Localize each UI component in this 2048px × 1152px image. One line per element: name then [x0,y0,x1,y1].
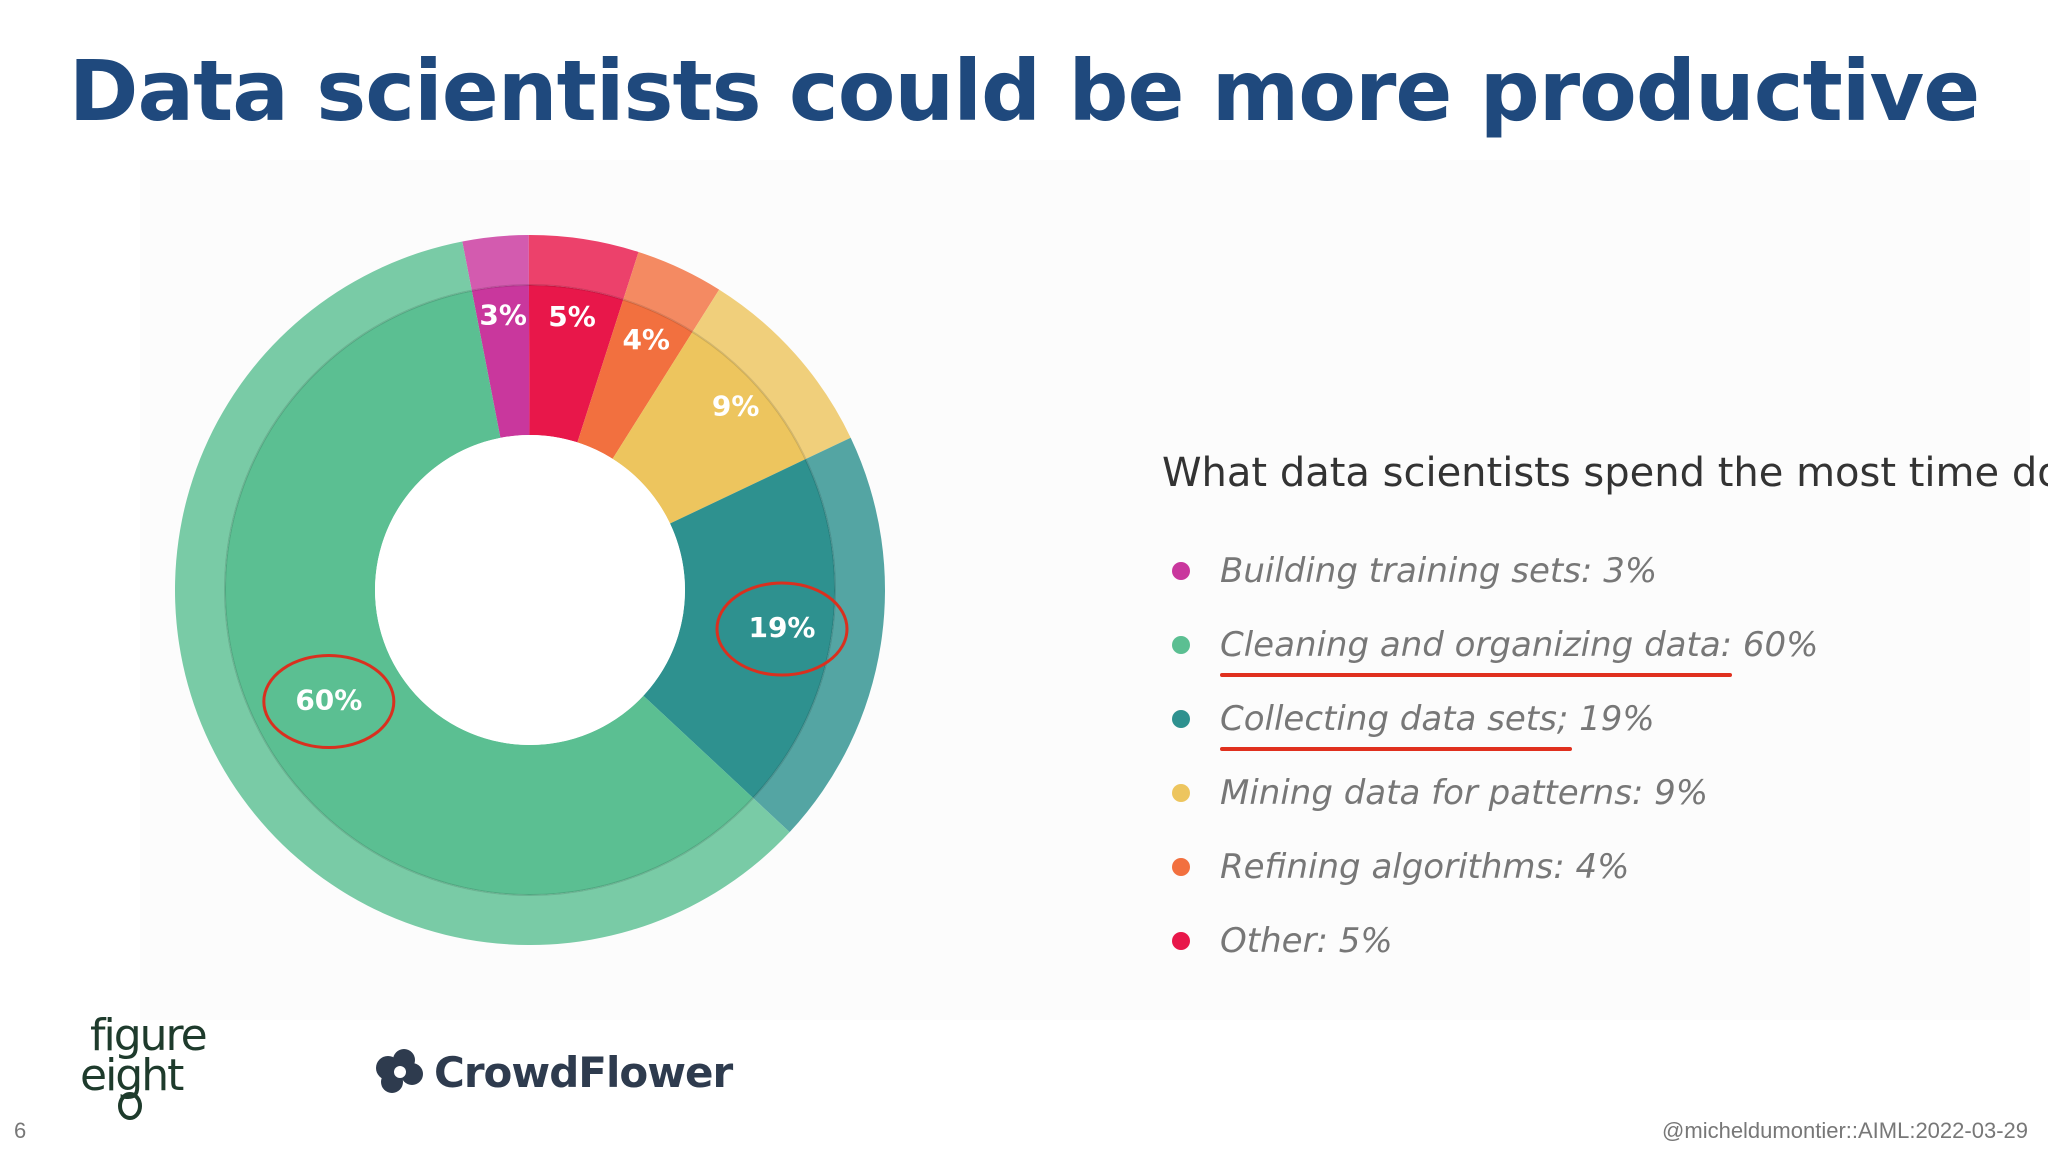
data-label: 3% [479,298,527,331]
legend-dot-icon [1172,784,1190,802]
data-label: 19% [748,611,815,644]
flower-icon [376,1049,423,1093]
slide-title: Data scientists could be more productive [68,42,1981,140]
legend-item: Refining algorithms: 4% [1162,830,2048,904]
legend-item: Building training sets: 3% [1162,534,2048,608]
legend-label: Refining algorithms: 4% [1220,847,1630,887]
figure-eight-logo: figure eight [80,1010,220,1122]
legend-item: Mining data for patterns: 9% [1162,756,2048,830]
svg-text:figure: figure [90,1012,206,1061]
donut-chart: 3% 5% 4% 9% 19% 60% [174,235,885,945]
donut-outer-ring-refining-algorithms [623,251,720,332]
crowdflower-wordmark: CrowdFlower [434,1047,733,1097]
page-number: 6 [14,1118,27,1143]
legend-label: Mining data for patterns: 9% [1220,773,1709,813]
legend-dot-icon [1172,858,1190,876]
legend-dot-icon [1172,636,1190,654]
donut-outer-ring-mining-data-for-patterns [692,289,851,460]
donut-outer-ring-collecting-data-sets [753,437,885,833]
footer-text: @micheldumontier::AIML:2022-03-29 [1662,1118,2028,1143]
donut-slice-building-training-sets [471,285,530,438]
donut-slice-mining-data-for-patterns [612,331,806,524]
legend-item: Cleaning and organizing data: 60% [1162,608,2048,682]
data-label: 4% [622,323,670,356]
legend-label: Other: 5% [1220,921,1393,961]
chart-legend: What data scientists spend the most time… [1162,450,2048,978]
legend-label: Cleaning and organizing data: 60% [1220,625,1819,677]
donut-hole [375,435,685,745]
donut-outer-ring-building-training-sets [462,235,529,291]
data-label: 9% [712,389,760,422]
data-label: 60% [295,684,362,717]
donut-outer-ring-cleaning-and-organizing-data [174,241,790,945]
donut-slice-refining-algorithms [577,299,693,459]
annotation-underline [1220,747,1572,751]
annotation-underline [1220,673,1732,677]
highlight-circle [715,581,849,677]
legend-label: Collecting data sets; 19% [1220,699,1655,751]
chart-title: What data scientists spend the most time… [1162,450,2048,496]
legend-label: Building training sets: 3% [1220,551,1658,591]
chart-figure: 3% 5% 4% 9% 19% 60% What data scientists spen… [140,160,2048,1020]
donut-outer-ring-other [528,235,639,300]
crowdflower-logo: CrowdFlower [372,1042,733,1102]
legend-item: Collecting data sets; 19% [1162,682,2048,756]
legend-dot-icon [1172,562,1190,580]
donut-slice-other [528,285,624,443]
highlight-circle [262,654,396,750]
donut-slice-collecting-data-sets [643,459,835,799]
legend-dot-icon [1172,932,1190,950]
data-label: 5% [548,300,596,333]
ring-divider [224,284,836,896]
legend-item: Other: 5% [1162,904,2048,978]
legend-dot-icon [1172,710,1190,728]
